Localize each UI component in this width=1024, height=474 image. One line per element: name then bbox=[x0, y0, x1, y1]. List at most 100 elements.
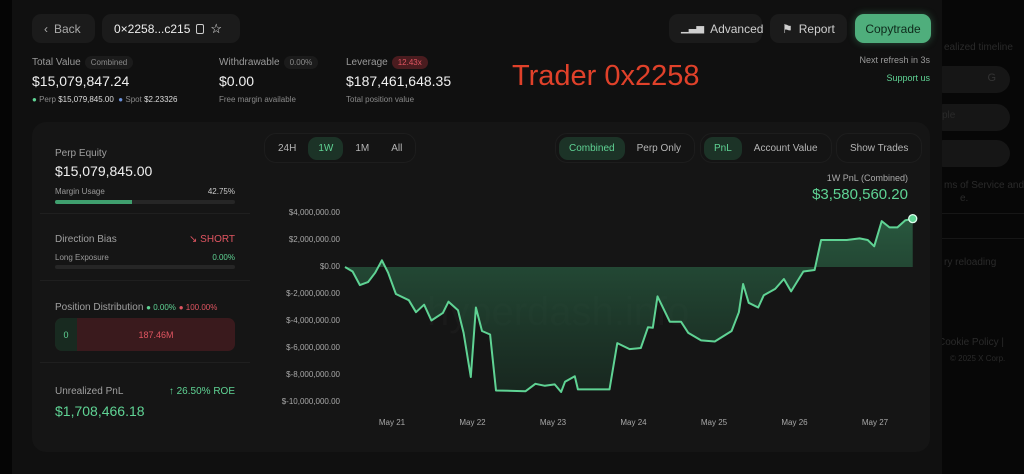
flag-icon: ⚑ bbox=[782, 21, 793, 36]
total-value-label: Total Value Combined bbox=[32, 56, 134, 69]
distribution-label: Position Distribution ● 0.00% ● 100.00% bbox=[55, 302, 218, 313]
perp-dot-icon: ● bbox=[32, 95, 37, 104]
range-option-all[interactable]: All bbox=[391, 142, 403, 154]
margin-usage-label: Margin Usage bbox=[55, 187, 105, 196]
bg-google-button: G bbox=[940, 66, 1010, 93]
range-option-1m[interactable]: 1M bbox=[355, 142, 370, 154]
arrow-up-icon: ↑ bbox=[168, 386, 174, 397]
back-button[interactable]: ‹ Back bbox=[32, 14, 95, 43]
margin-usage-value: 42.75% bbox=[207, 187, 235, 196]
star-icon[interactable]: ☆ bbox=[210, 20, 223, 36]
background-page: ealized timeline G ple ms of Service and… bbox=[940, 0, 1024, 474]
y-tick-label: $4,000,000.00 bbox=[288, 208, 340, 217]
bar-chart-icon: ▁▃▅ bbox=[681, 23, 705, 34]
x-tick-label: May 21 bbox=[378, 418, 406, 427]
perp-equity-label: Perp Equity bbox=[55, 148, 107, 159]
long-exposure-value: 0.00% bbox=[212, 253, 235, 262]
direction-section: Direction Bias ↘ SHORT Long Exposure 0.0… bbox=[40, 214, 250, 294]
x-tick-label: May 27 bbox=[861, 418, 889, 427]
bg-text: ple bbox=[942, 110, 956, 121]
combined-badge: Combined bbox=[84, 56, 134, 69]
bg-text: ms of Service and bbox=[944, 180, 1024, 191]
upnl-label: Unrealized PnL bbox=[55, 386, 124, 397]
bg-text: ealized timeline bbox=[944, 42, 1013, 53]
upnl-section: Unrealized PnL ↑ 26.50% ROE $1,708,466.1… bbox=[40, 362, 242, 442]
total-value: $15,079,847.24 bbox=[32, 73, 130, 89]
withdrawable-badge: 0.00% bbox=[283, 56, 319, 69]
support-link[interactable]: Support us bbox=[886, 73, 930, 83]
pnl-summary-label: 1W PnL (Combined) bbox=[826, 173, 908, 183]
copytrade-label: Copytrade bbox=[865, 21, 921, 36]
report-label: Report bbox=[798, 21, 835, 36]
mode-option-combined[interactable]: Combined bbox=[559, 136, 625, 160]
metric-selector: PnL Account Value bbox=[700, 133, 832, 163]
long-exposure-bar bbox=[55, 265, 235, 269]
y-tick-label: $-2,000,000.00 bbox=[286, 289, 340, 298]
report-button[interactable]: ⚑ Report bbox=[770, 14, 847, 43]
distribution-section: Position Distribution ● 0.00% ● 100.00% … bbox=[40, 282, 250, 363]
leverage-sub: Total position value bbox=[346, 95, 415, 104]
distribution-bar: 0 187.46M bbox=[55, 318, 235, 351]
pnl-area bbox=[345, 218, 913, 392]
roe-value: ↑ 26.50% ROE bbox=[168, 386, 235, 397]
trader-panel: ‹ Back 0×2258...c215 ☆ ▁▃▅ Advanced ⚑ Re… bbox=[12, 0, 942, 474]
advanced-label: Advanced bbox=[710, 21, 764, 36]
bg-text: Cookie Policy | bbox=[940, 337, 1004, 348]
spot-dot-icon: ● bbox=[118, 95, 124, 104]
y-tick-label: $-8,000,000.00 bbox=[286, 370, 340, 379]
pnl-chart[interactable] bbox=[32, 122, 930, 452]
address-text: 0×2258...c215 bbox=[114, 21, 191, 36]
x-tick-label: May 23 bbox=[539, 418, 567, 427]
range-option-1w[interactable]: 1W bbox=[308, 136, 344, 160]
direction-label: Direction Bias bbox=[55, 234, 117, 245]
perp-equity-section: Perp Equity $15,079,845.00 Margin Usage … bbox=[40, 122, 250, 262]
bg-text: e. bbox=[960, 193, 969, 204]
bg-divider bbox=[940, 213, 1024, 214]
mode-option-perp-only[interactable]: Perp Only bbox=[636, 142, 682, 154]
last-point-marker bbox=[908, 214, 918, 224]
range-selector: 24H 1W 1M All bbox=[264, 133, 417, 163]
bg-divider bbox=[940, 238, 1024, 239]
chart-card: Perp Equity $15,079,845.00 Margin Usage … bbox=[32, 122, 930, 452]
mode-selector: Combined Perp Only bbox=[555, 133, 696, 163]
y-tick-label: $-4,000,000.00 bbox=[286, 316, 340, 325]
trend-down-icon: ↘ bbox=[189, 234, 198, 245]
pnl-summary-value: $3,580,560.20 bbox=[812, 186, 908, 203]
overlay-title: Trader 0x2258 bbox=[512, 60, 700, 92]
withdrawable-sub: Free margin available bbox=[219, 95, 296, 104]
bg-apple-button: ple bbox=[940, 104, 1010, 131]
y-tick-label: $0.00 bbox=[319, 262, 340, 271]
advanced-button[interactable]: ▁▃▅ Advanced bbox=[669, 14, 764, 43]
refresh-text: Next refresh in 3s bbox=[859, 55, 930, 65]
x-tick-label: May 25 bbox=[700, 418, 728, 427]
show-trades-button[interactable]: Show Trades bbox=[836, 133, 923, 163]
address-chip: 0×2258...c215 ☆ bbox=[102, 14, 240, 43]
withdrawable-value: $0.00 bbox=[219, 73, 255, 89]
direction-value: ↘ SHORT bbox=[189, 234, 235, 245]
chevron-left-icon: ‹ bbox=[44, 21, 48, 36]
copy-icon[interactable] bbox=[196, 23, 205, 34]
metric-option-pnl[interactable]: PnL bbox=[704, 136, 742, 160]
perp-equity-value: $15,079,845.00 bbox=[55, 163, 153, 179]
y-tick-label: $-10,000,000.00 bbox=[281, 397, 340, 406]
x-tick-label: May 24 bbox=[620, 418, 647, 427]
pnl-line bbox=[344, 217, 913, 393]
copytrade-button[interactable]: Copytrade bbox=[855, 14, 931, 43]
y-tick-label: $2,000,000.00 bbox=[288, 235, 340, 244]
y-tick-label: $-6,000,000.00 bbox=[286, 343, 340, 352]
bg-text: © 2025 X Corp. bbox=[950, 354, 1006, 363]
metric-option-account-value[interactable]: Account Value bbox=[753, 142, 818, 154]
leverage-value: $187,461,648.35 bbox=[346, 73, 452, 89]
long-amount: 0 bbox=[55, 318, 77, 351]
show-trades-label[interactable]: Show Trades bbox=[850, 142, 909, 154]
leverage-badge: 12.43x bbox=[391, 56, 428, 69]
short-amount: 187.46M bbox=[138, 329, 174, 340]
x-tick-label: May 26 bbox=[781, 418, 808, 427]
long-exposure-label: Long Exposure bbox=[55, 253, 109, 262]
perp-spot-breakdown: ● Perp $15,079,845.00 ● Spot $2.23326 bbox=[32, 95, 178, 104]
bg-button bbox=[940, 140, 1010, 167]
leverage-label: Leverage 12.43x bbox=[346, 56, 428, 69]
upnl-value: $1,708,466.18 bbox=[55, 403, 145, 419]
range-option-24h[interactable]: 24H bbox=[278, 142, 297, 154]
x-tick-label: May 22 bbox=[459, 418, 486, 427]
